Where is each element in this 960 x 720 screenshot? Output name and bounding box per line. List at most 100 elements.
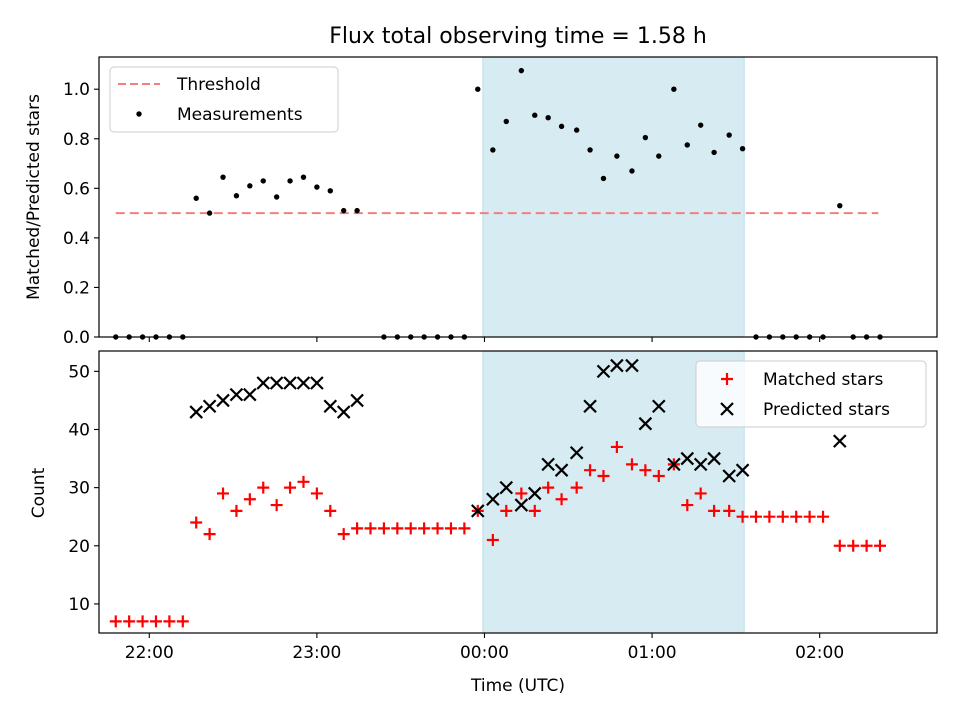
- y-tick-label-1-2: 30: [68, 479, 90, 499]
- y-tick-label-1-1: 20: [68, 537, 90, 557]
- predicted-stars-point-20: [569, 445, 584, 460]
- ratio-x-ticks: [148, 337, 821, 342]
- matched-stars-point-33: [555, 493, 568, 506]
- ratio-marks: [113, 67, 883, 340]
- predicted-stars-point-7: [283, 376, 297, 390]
- measurements-point-40: [671, 86, 677, 92]
- predicted-stars-point-27: [667, 457, 681, 472]
- measurements-point-17: [340, 207, 347, 214]
- measurements-point-35: [600, 175, 607, 182]
- matched-stars-point-45: [723, 504, 736, 517]
- matched-stars-point-39: [639, 464, 652, 477]
- x-tick-label-4: 02:00: [795, 643, 844, 663]
- x-tick-label-0: 22:00: [125, 643, 174, 663]
- predicted-stars-point-16: [514, 498, 529, 512]
- matched-stars-point-8: [217, 487, 230, 500]
- measurements-legend-label: Measurements: [177, 105, 303, 125]
- y-tick-label-1-3: 40: [68, 420, 90, 440]
- measurements-point-16: [327, 188, 333, 194]
- measurements-point-13: [287, 178, 293, 184]
- ratio-y-axis-label: Matched/Predicted stars: [24, 94, 44, 300]
- measurements-point-33: [573, 127, 580, 133]
- matched-stars-point-49: [776, 510, 789, 523]
- matched-stars-point-25: [444, 522, 457, 535]
- matched-stars-point-18: [351, 522, 364, 535]
- predicted-stars-point-33: [833, 434, 847, 448]
- predicted-stars-point-3: [229, 387, 244, 402]
- count-x-axis: 22:00 23:00 00:00 01:00 02:00: [125, 633, 844, 663]
- measurements-point-15: [314, 184, 320, 190]
- predicted-stars-point-29: [693, 457, 708, 472]
- matched-stars-point-24: [431, 522, 444, 535]
- measurements-point-41: [684, 142, 690, 148]
- matched-stars-point-6: [190, 516, 203, 529]
- y-tick-label-0-1: 0.2: [63, 278, 90, 298]
- matched-stars-legend-label: Matched stars: [763, 370, 883, 390]
- matched-stars-point-7: [203, 528, 216, 541]
- matched-stars-point-1: [123, 615, 136, 628]
- matched-stars-point-14: [297, 475, 310, 488]
- y-tick-label-0-0: 0.0: [63, 328, 90, 348]
- matched-stars-point-10: [243, 493, 256, 506]
- predicted-stars-point-22: [596, 364, 611, 379]
- matched-stars-point-38: [625, 458, 638, 471]
- y-tick-label-0-4: 0.8: [63, 130, 90, 150]
- measurements-point-37: [629, 168, 635, 174]
- predicted-stars-point-18: [541, 457, 555, 472]
- predicted-stars-point-30: [707, 451, 721, 466]
- measurements-point-45: [739, 145, 746, 152]
- matched-stars-point-19: [364, 522, 377, 535]
- matched-stars-legend-icon: [721, 373, 733, 385]
- measurements-point-29: [518, 67, 525, 74]
- y-tick-label-0-5: 1.0: [63, 80, 90, 100]
- matched-stars-point-21: [391, 522, 404, 535]
- measurements-point-43: [711, 149, 717, 156]
- predicted-stars-legend-label: Predicted stars: [763, 400, 890, 420]
- matched-stars-point-34: [570, 481, 583, 494]
- predicted-stars-point-24: [625, 358, 639, 373]
- predicted-stars-point-32: [735, 463, 750, 477]
- predicted-stars-point-8: [296, 376, 311, 390]
- matched-stars-point-47: [749, 510, 762, 523]
- x-tick-label-1: 23:00: [292, 643, 341, 663]
- matched-stars-point-51: [803, 510, 816, 523]
- predicted-stars-point-17: [527, 486, 542, 501]
- matched-stars-point-22: [404, 522, 417, 535]
- measurements-point-34: [587, 147, 593, 153]
- measurements-point-12: [273, 194, 280, 200]
- predicted-stars-point-19: [554, 463, 569, 477]
- measurements-point-7: [206, 210, 213, 216]
- measurements-point-9: [233, 193, 240, 199]
- matched-stars-point-17: [337, 528, 350, 541]
- measurements-point-32: [558, 123, 565, 130]
- matched-stars-point-26: [458, 522, 471, 535]
- chart-title: Flux total observing time = 1.58 h: [329, 24, 707, 49]
- predicted-stars-point-12: [350, 393, 364, 408]
- matched-stars-point-52: [817, 510, 830, 523]
- predicted-stars-point-25: [638, 416, 653, 431]
- predicted-stars-point-9: [310, 376, 324, 390]
- matched-stars-point-30: [515, 487, 528, 500]
- predicted-stars-point-11: [336, 405, 351, 419]
- count-y-axis-label: Count: [29, 467, 49, 518]
- matched-stars-point-32: [542, 481, 555, 494]
- measurements-point-10: [247, 183, 253, 189]
- matched-stars-point-2: [136, 615, 149, 628]
- predicted-stars-point-31: [722, 469, 736, 483]
- y-tick-label-0-2: 0.4: [63, 229, 90, 249]
- matched-stars-point-28: [486, 533, 499, 546]
- matched-stars-point-44: [708, 504, 721, 517]
- predicted-stars-point-6: [269, 376, 284, 390]
- measurements-point-8: [220, 174, 226, 180]
- matched-stars-point-12: [270, 499, 283, 512]
- matched-stars-point-5: [176, 615, 189, 628]
- measurements-point-42: [697, 122, 704, 128]
- predicted-stars-point-21: [583, 399, 597, 414]
- x-tick-label-2: 00:00: [460, 643, 509, 663]
- y-tick-label-1-4: 50: [68, 362, 90, 382]
- measurements-point-38: [642, 134, 649, 141]
- y-tick-label-1-0: 10: [68, 595, 90, 615]
- measurements-point-27: [490, 147, 496, 153]
- matched-stars-point-50: [790, 510, 803, 523]
- measurements-point-30: [532, 112, 538, 118]
